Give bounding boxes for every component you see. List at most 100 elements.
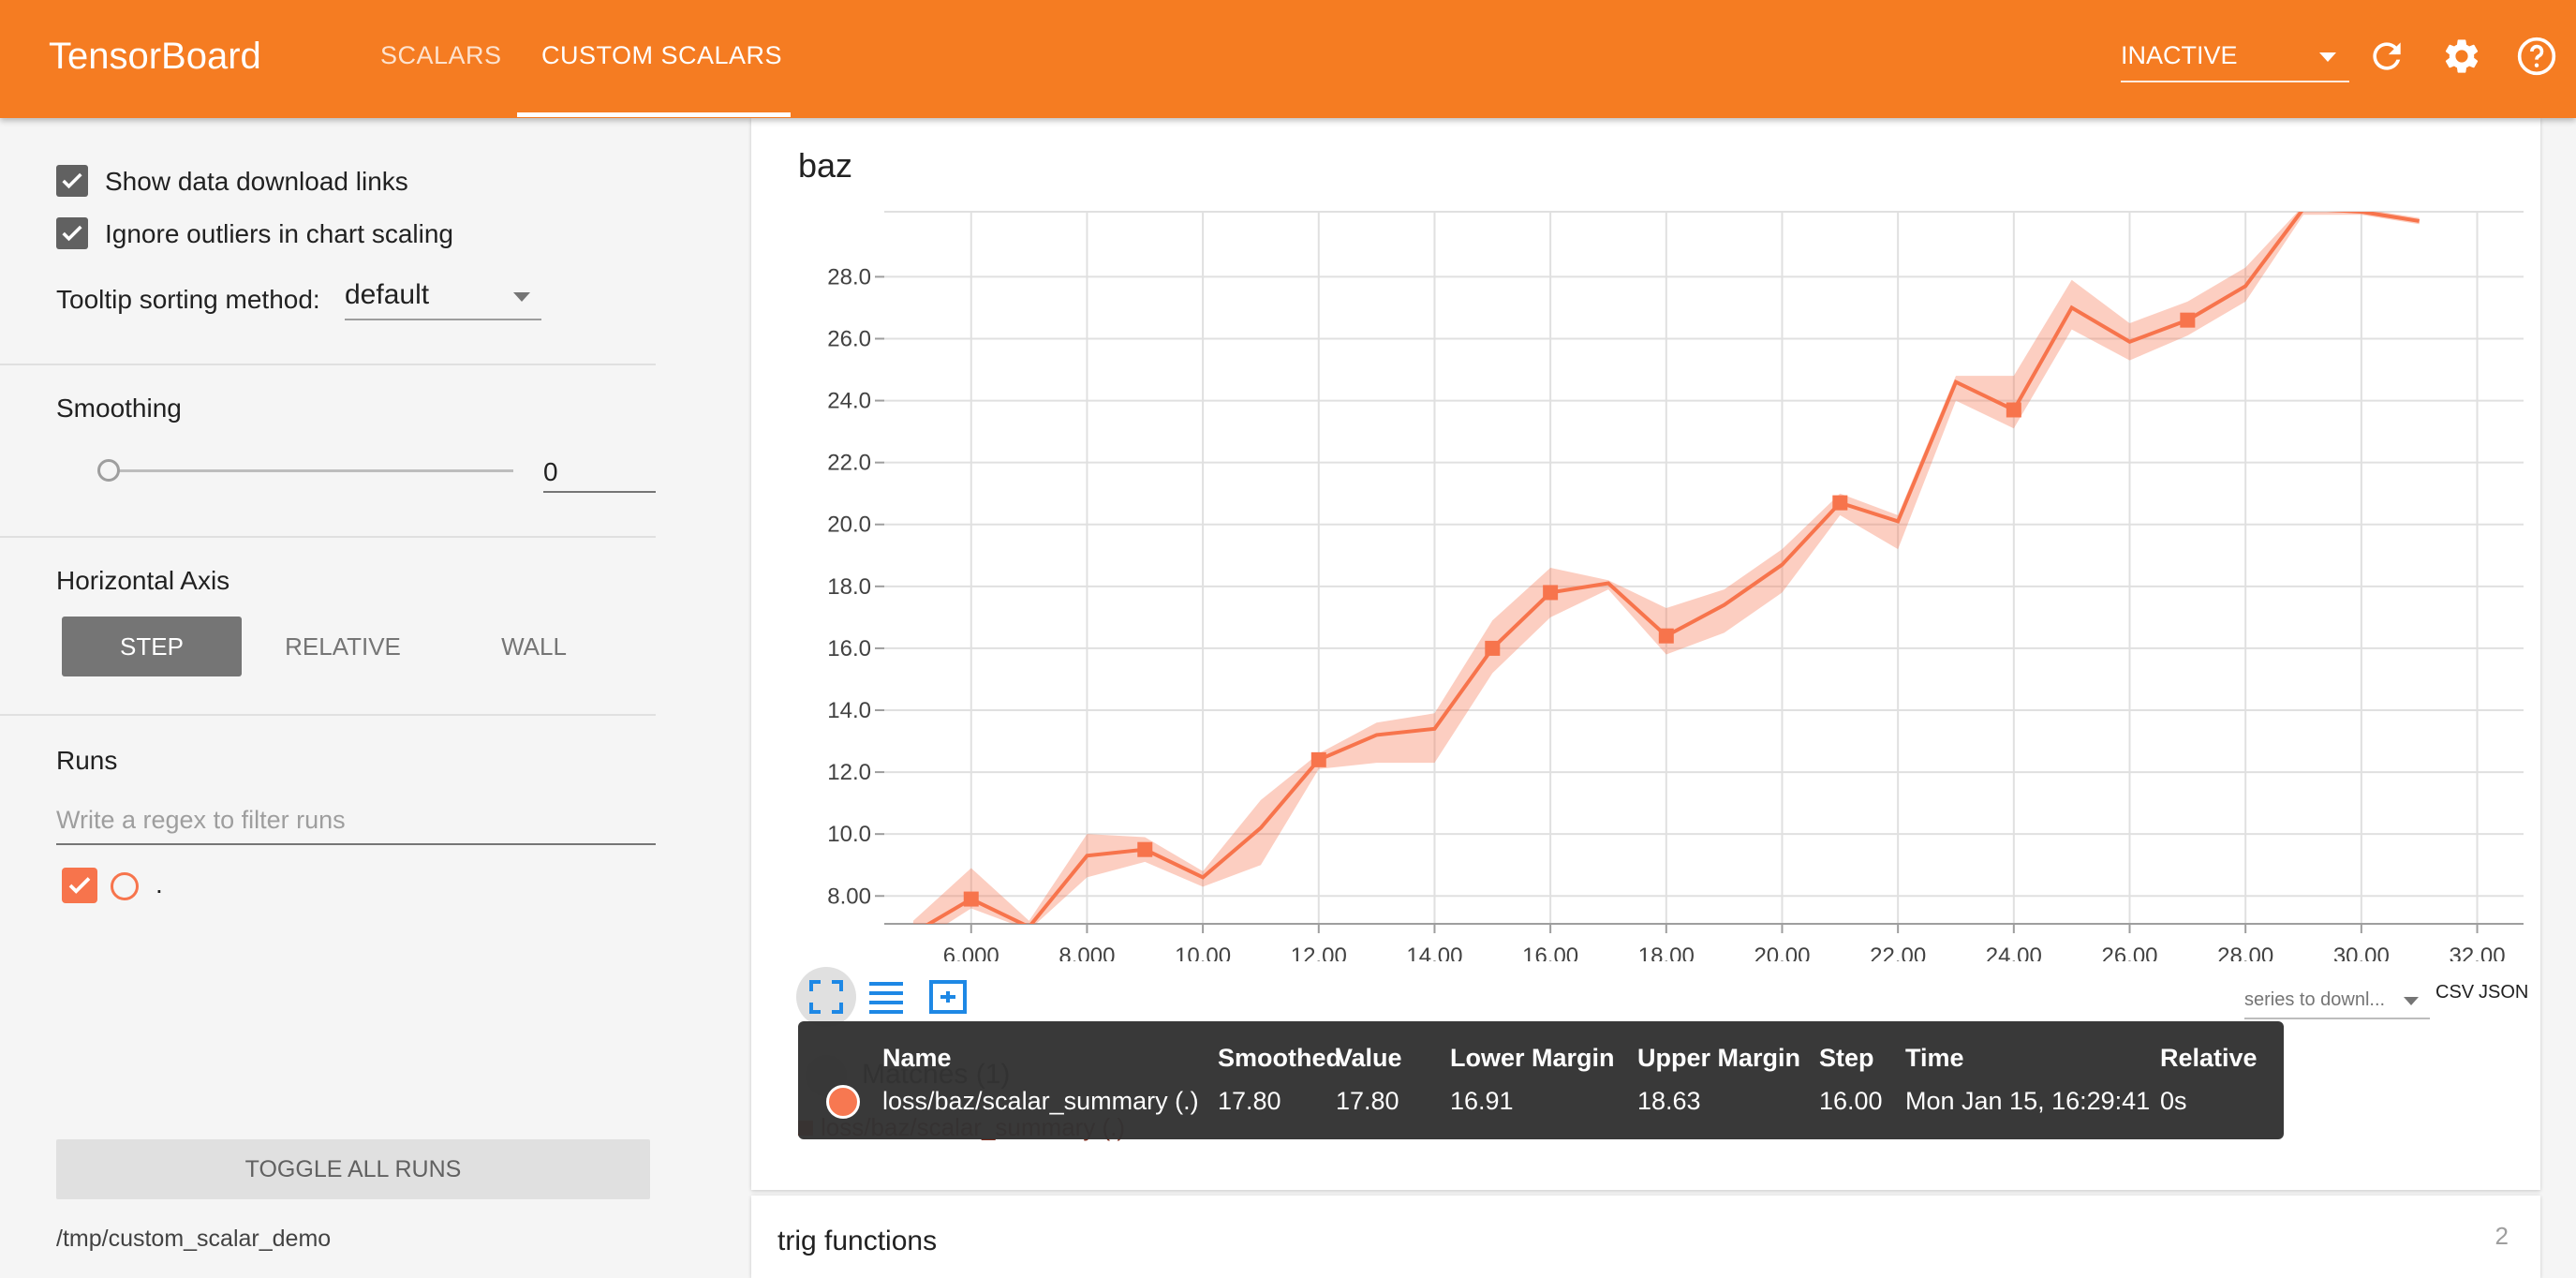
x-tick-label: 24.00 [1986,944,2042,961]
tooltip-header-name: Name [882,1044,952,1072]
fullscreen-icon[interactable] [804,974,849,1019]
ignore-outliers-label: Ignore outliers in chart scaling [105,219,453,248]
axis-relative-button[interactable]: RELATIVE [285,632,401,661]
tooltip-header-value: Value [1336,1044,1402,1072]
toggle-all-runs-button[interactable]: TOGGLE ALL RUNS [56,1139,650,1199]
divider [0,714,656,716]
fit-to-data-icon[interactable] [925,974,970,1019]
tooltip-value-step: 16.00 [1819,1087,1883,1115]
tooltip-value-upper-margin: 18.63 [1637,1087,1701,1115]
y-tick-label: 24.0 [827,389,871,414]
x-tick-label: 18.00 [1638,944,1695,961]
refresh-icon[interactable] [2366,36,2407,77]
x-tick-label: 20.00 [1754,944,1810,961]
runs-filter-input[interactable]: Write a regex to filter runs [56,800,656,845]
tooltip-sorting-dropdown[interactable]: default [345,279,541,320]
tooltip-header-relative: Relative [2160,1044,2258,1072]
chart-tooltip: Name Smoothed Value Lower Margin Upper M… [798,1021,2284,1139]
checkmark-icon [62,172,82,189]
line-chart[interactable]: 6.000 8.000 10.00 12.00 14.00 16.00 18.00 20.00… [751,118,2540,961]
chevron-down-icon [513,292,530,302]
y-tick-label: 14.0 [827,698,871,723]
x-tick-label: 12.00 [1291,944,1347,961]
x-tick-label: 14.00 [1406,944,1462,961]
x-tick-label: 30.00 [2333,944,2390,961]
settings-icon[interactable] [2441,36,2482,77]
y-tick-label: 28.0 [827,264,871,290]
smoothing-label: Smoothing [56,394,182,423]
category-count: 2 [2495,1222,2509,1250]
tooltip-value-time: Mon Jan 15, 16:29:41 [1905,1087,2151,1115]
horizontal-axis-label: Horizontal Axis [56,566,230,595]
tab-scalars[interactable]: SCALARS [380,41,502,69]
axis-step-button[interactable]: STEP [62,617,242,676]
logdir-path: /tmp/custom_scalar_demo [56,1226,332,1252]
divider [0,364,656,365]
checkmark-icon [62,225,82,242]
y-tick-label: 18.0 [827,574,871,600]
y-tick-label: 8.00 [827,884,871,909]
x-tick-label: 32.00 [2449,944,2505,961]
run-checkbox[interactable] [62,868,97,903]
active-tab-indicator [517,112,791,117]
x-tick-label: 6.000 [943,944,999,961]
run-color-indicator [111,872,139,900]
list-icon[interactable] [864,974,909,1019]
tooltip-sorting-label: Tooltip sorting method: [56,285,320,314]
smoothing-input[interactable]: 0 [543,452,656,493]
chart-title: baz [798,146,853,185]
x-tick-label: 10.00 [1175,944,1231,961]
chevron-down-icon [2404,997,2419,1005]
app-title: TensorBoard [49,36,261,77]
y-tick-label: 20.0 [827,513,871,538]
help-icon[interactable] [2516,36,2557,77]
tooltip-series-dot [826,1085,860,1119]
tooltip-header-step: Step [1819,1044,1874,1072]
data-point-marker [1310,751,1326,767]
data-point-marker [2006,402,2021,418]
tooltip-header-time: Time [1905,1044,1964,1072]
x-tick-label: 26.00 [2101,944,2157,961]
data-point-marker [1832,495,1848,511]
trig-functions-card[interactable]: trig functions 2 [751,1196,2540,1278]
download-series-dropdown[interactable]: series to downl... [2244,980,2430,1019]
axis-wall-button[interactable]: WALL [501,632,567,661]
show-download-links-label: Show data download links [105,167,408,196]
tooltip-header-smoothed: Smoothed [1218,1044,1341,1072]
tooltip-value-smoothed: 17.80 [1218,1087,1281,1115]
tooltip-sorting-value: default [345,279,430,310]
tab-custom-scalars[interactable]: CUSTOM SCALARS [541,41,783,69]
ignore-outliers-checkbox[interactable] [56,217,88,249]
fit-domain-button-background [796,967,856,1027]
tooltip-value-name: loss/baz/scalar_summary (.) [882,1087,1199,1115]
smoothing-slider-track[interactable] [109,469,513,472]
x-tick-label: 22.00 [1870,944,1926,961]
y-tick-label: 12.0 [827,760,871,785]
download-csv-link[interactable]: CSV [2435,982,2475,1003]
x-tick-label: 16.00 [1522,944,1578,961]
y-tick-label: 22.0 [827,451,871,476]
run-status-dropdown[interactable]: INACTIVE [2121,41,2349,82]
y-tick-label: 16.0 [827,636,871,661]
smoothing-slider-handle[interactable] [97,459,120,482]
x-tick-label: 28.00 [2217,944,2273,961]
chart-card: baz 6.000 8.000 10.00 12.00 14.00 16.00 18.00 2… [751,118,2540,1190]
chevron-down-icon [2319,52,2336,62]
tooltip-value-relative: 0s [2160,1087,2187,1115]
show-download-links-checkbox[interactable] [56,165,88,197]
y-tick-label: 26.0 [827,326,871,351]
data-point-marker [1137,841,1153,857]
download-json-link[interactable]: JSON [2479,982,2529,1003]
x-tick-label: 8.000 [1059,944,1115,961]
tooltip-value-lower-margin: 16.91 [1450,1087,1514,1115]
data-point-marker [1543,585,1559,601]
download-series-placeholder: series to downl... [2244,989,2386,1010]
data-point-marker [1658,628,1674,644]
data-point-marker [2180,312,2196,328]
data-point-marker [1485,640,1501,656]
tooltip-header-upper-margin: Upper Margin [1637,1044,1801,1072]
top-app-bar: TensorBoard SCALARS CUSTOM SCALARS INACT… [0,0,2576,118]
tooltip-value-value: 17.80 [1336,1087,1399,1115]
tooltip-header-lower-margin: Lower Margin [1450,1044,1615,1072]
runs-label: Runs [56,746,118,775]
